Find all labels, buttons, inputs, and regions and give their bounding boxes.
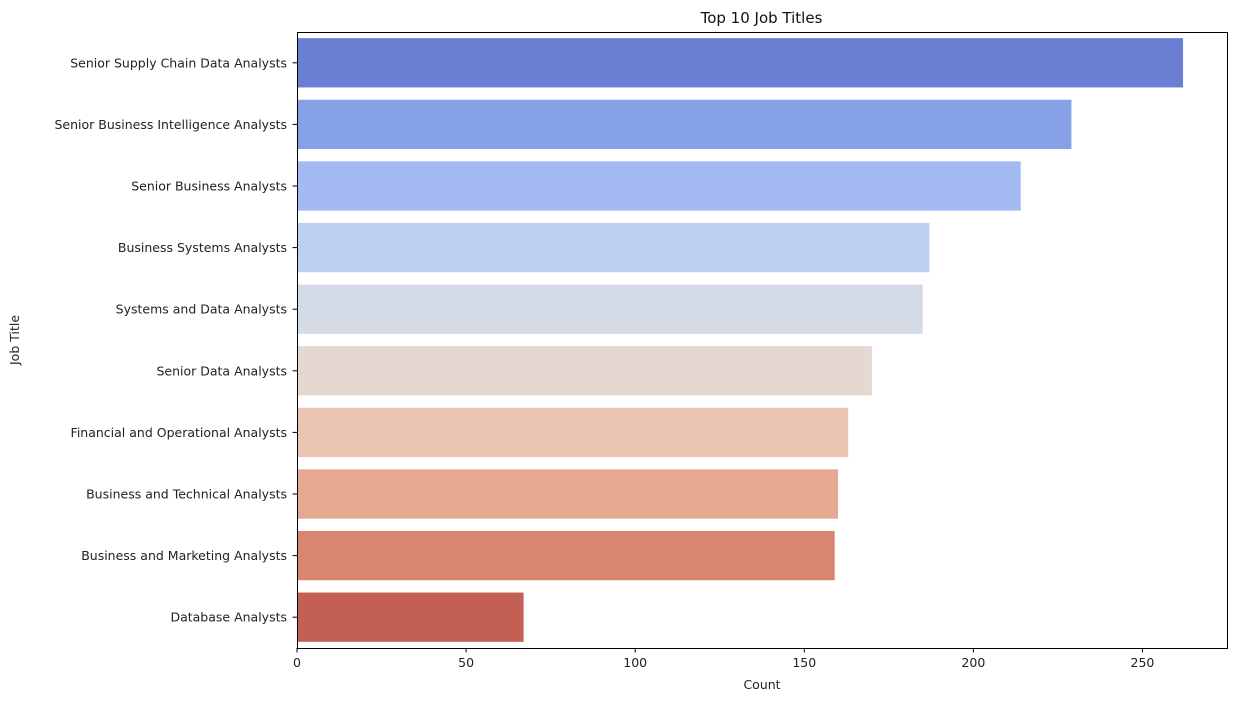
y-tick-label: Senior Data Analysts <box>156 363 287 378</box>
y-tick-label: Senior Business Analysts <box>131 179 287 194</box>
x-axis-title: Count <box>743 677 780 692</box>
y-ticks-layer: Senior Supply Chain Data Analysts Senior … <box>54 55 297 625</box>
y-tick-label: Business Systems Analysts <box>118 240 287 255</box>
plot-frame <box>297 32 1228 649</box>
bar-4 <box>297 284 923 334</box>
y-tick-label: Business and Marketing Analysts <box>81 548 287 563</box>
y-tick-label: Senior Supply Chain Data Analysts <box>70 55 287 70</box>
bar-2 <box>297 161 1021 211</box>
x-tick-label: 150 <box>792 655 816 670</box>
x-tick-label: 250 <box>1131 655 1155 670</box>
bar-1 <box>297 99 1072 150</box>
x-tick-label: 0 <box>293 655 301 670</box>
y-tick-label: Financial and Operational Analysts <box>71 425 287 440</box>
x-tick-label: 200 <box>961 655 985 670</box>
bar-9 <box>297 592 524 642</box>
y-tick-label: Systems and Data Analysts <box>116 302 287 317</box>
bar-0 <box>297 38 1184 88</box>
x-ticks-layer: 0 50 100 150 200 250 <box>293 648 1154 670</box>
y-tick-label: Database Analysts <box>170 610 287 625</box>
bar-6 <box>297 407 849 458</box>
bar-3 <box>297 222 930 273</box>
y-tick-label: Business and Technical Analysts <box>86 487 287 502</box>
bars-layer <box>297 38 1184 642</box>
y-axis-title: Job Title <box>7 315 22 366</box>
bar-5 <box>297 346 872 396</box>
x-tick-label: 50 <box>458 655 474 670</box>
bar-7 <box>297 469 839 519</box>
x-tick-label: 100 <box>623 655 647 670</box>
y-tick-label: Senior Business Intelligence Analysts <box>54 117 287 132</box>
chart-title: Top 10 Job Titles <box>700 9 823 27</box>
bar-8 <box>297 530 835 581</box>
